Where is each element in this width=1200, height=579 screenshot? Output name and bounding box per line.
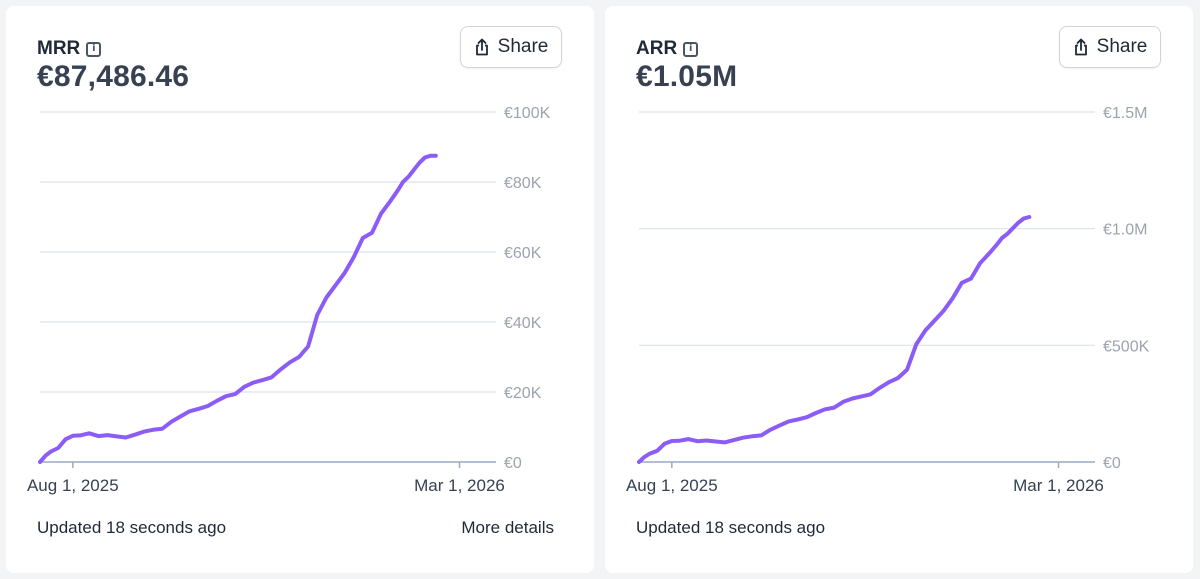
x-tick-label: Mar 1, 2026 xyxy=(1013,476,1104,495)
share-button[interactable]: Share xyxy=(1059,26,1161,68)
y-tick-label: €40K xyxy=(504,315,542,332)
mrr-card: MRR i €87,486.46 Share €0 €20K €40K €60K €80… xyxy=(6,6,594,573)
y-tick-label: €0 xyxy=(504,455,522,472)
share-label: Share xyxy=(497,36,549,57)
arr-chart: €0 €500K €1.0M €1.5M Aug 1, 2025 Mar 1, 2026 xyxy=(626,105,1150,495)
x-tick-label: Aug 1, 2025 xyxy=(27,476,119,495)
info-icon[interactable]: i xyxy=(86,41,102,57)
share-icon xyxy=(475,38,488,56)
y-tick-label: €500K xyxy=(1103,338,1150,355)
more-details-link[interactable]: More details xyxy=(461,518,554,537)
arr-title-label: ARR xyxy=(636,38,678,59)
x-tick-label: Aug 1, 2025 xyxy=(626,476,718,495)
share-button[interactable]: Share xyxy=(460,26,562,68)
arr-card: ARR i €1.05M Share €0 €500K €1.0M €1.5M Aug … xyxy=(605,6,1193,573)
y-tick-label: €100K xyxy=(504,105,551,122)
y-tick-label: €1.0M xyxy=(1103,222,1147,239)
mrr-title: MRR i xyxy=(37,38,102,60)
y-tick-label: €60K xyxy=(504,245,542,262)
y-tick-label: €1.5M xyxy=(1103,105,1147,122)
x-tick-label: Mar 1, 2026 xyxy=(414,476,505,495)
info-icon[interactable]: i xyxy=(683,41,699,57)
series-line[interactable] xyxy=(637,215,1032,464)
arr-title: ARR i xyxy=(636,38,699,60)
y-tick-label: €0 xyxy=(1103,455,1121,472)
share-label: Share xyxy=(1096,36,1148,57)
mrr-value: €87,486.46 xyxy=(37,60,190,93)
series-line[interactable] xyxy=(38,153,438,464)
mrr-chart: €0 €20K €40K €60K €80K €100K Aug 1, 2025 Mar 1,… xyxy=(27,105,551,495)
y-tick-label: €80K xyxy=(504,175,542,192)
updated-text: Updated 18 seconds ago xyxy=(636,518,826,537)
updated-text: Updated 18 seconds ago xyxy=(37,518,227,537)
arr-value: €1.05M xyxy=(636,60,738,93)
share-icon xyxy=(1074,38,1087,56)
y-tick-label: €20K xyxy=(504,385,542,402)
mrr-title-label: MRR xyxy=(37,38,81,59)
